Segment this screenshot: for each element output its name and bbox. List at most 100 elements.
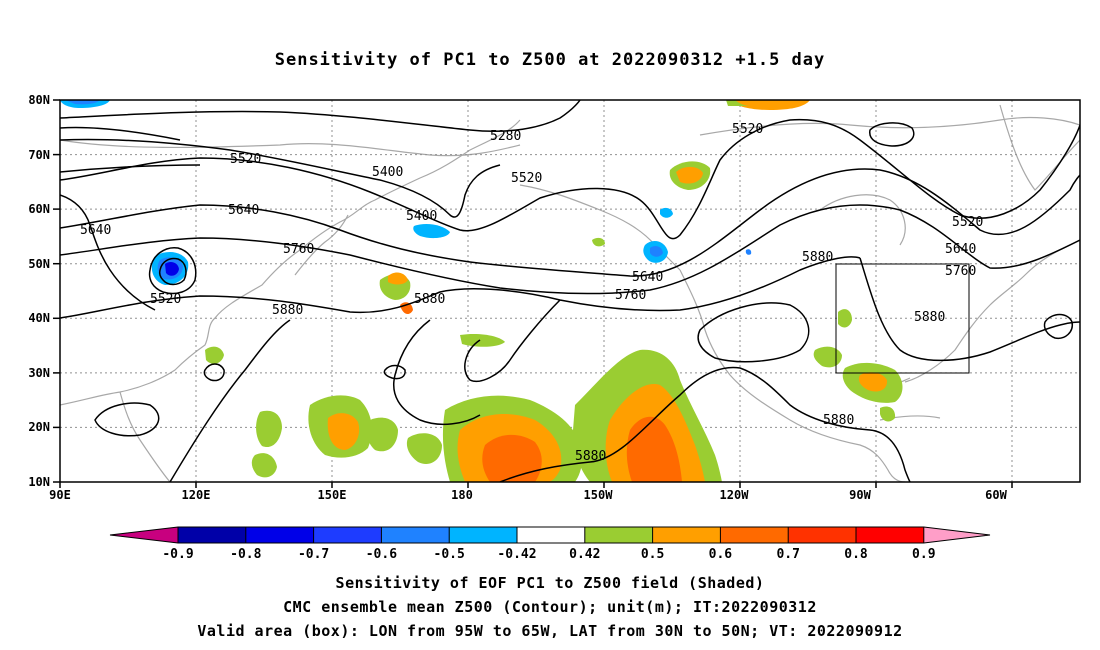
contour-label: 5520 (511, 171, 542, 186)
coastline-siberia (60, 139, 521, 157)
shade-neg-arctic-west-core (65, 100, 100, 105)
contour-5880-ring-china (203, 363, 225, 382)
shade-arctic-north-fringe (726, 100, 750, 106)
shade-east-us-2 (813, 346, 842, 368)
colorbar-label: -0.8 (230, 547, 261, 562)
contour-label: 5760 (615, 288, 646, 303)
lon-label: 150W (584, 488, 614, 502)
colorbar-label: -0.7 (298, 547, 329, 562)
contour-labels: 5280 5400 5400 5520 5520 5520 5520 5520 … (80, 122, 983, 464)
lat-label: 10N (28, 475, 50, 489)
shade-west-pacific-2 (256, 410, 282, 448)
contour-5400-2 (60, 164, 201, 173)
colorbar-segment (652, 527, 721, 543)
contour-label: 5640 (632, 270, 663, 285)
colorbar-segment (381, 527, 450, 543)
colorbar-label: 0.7 (776, 547, 799, 562)
colorbar-label: 0.5 (641, 547, 664, 562)
shade-neg-gulf-small (660, 207, 673, 218)
contour-5640 (60, 168, 1080, 277)
contour-label: 5760 (283, 242, 314, 257)
coastlines (60, 104, 1080, 482)
colorbar-segment (856, 527, 924, 543)
colorbar-segment (313, 527, 382, 543)
contour-trough-west (60, 194, 156, 311)
contour-label: 5640 (80, 223, 111, 238)
coastline-alaska (519, 184, 681, 271)
contour-label: 5880 (802, 250, 833, 265)
colorbar-segment (245, 527, 314, 543)
chart-title: Sensitivity of PC1 to Z500 at 2022090312… (274, 50, 826, 70)
contour-label: 5520 (732, 122, 763, 137)
colorbar: -0.9 -0.8 -0.7 -0.6 -0.5 -0.42 0.42 0.5 … (109, 526, 991, 562)
contour-5760 (60, 204, 1080, 295)
shade-china (205, 346, 224, 364)
colorbar-label: -0.6 (366, 547, 397, 562)
contour-label: 5880 (914, 310, 945, 325)
coastline-hudson (819, 194, 906, 246)
caption-line-3: Valid area (box): LON from 95W to 65W, L… (197, 622, 903, 640)
contour-5400 (60, 138, 501, 218)
contour-low-ring-arctic (869, 122, 915, 147)
coastline-north-america-east (904, 244, 1071, 383)
contour-5880-ring-sea (94, 402, 160, 437)
contour-5880-east (859, 257, 1080, 362)
contour-5880-ring-east (697, 302, 810, 363)
map-frame-border (59, 99, 1081, 483)
shade-alaska-coast (592, 237, 605, 247)
lon-label: 90E (49, 488, 71, 502)
lon-label: 90W (849, 488, 871, 502)
shade-gulf-coast-core (858, 372, 888, 392)
contour-label: 5760 (945, 264, 976, 279)
latitude-labels: 80N 70N 60N 50N 40N 30N 20N 10N (28, 93, 50, 489)
colorbar-segment (788, 527, 856, 543)
z500-contours (60, 100, 1080, 482)
caption-line-2: CMC ensemble mean Z500 (Contour); unit(m… (283, 598, 817, 616)
map-frame-bg (60, 100, 1080, 482)
positive-sensitivity-shading (205, 100, 903, 482)
shade-north-pacific-small-1-core (388, 272, 408, 285)
contour-label: 5520 (230, 152, 261, 167)
contour-label: 5640 (945, 242, 976, 257)
colorbar-labels: -0.9 -0.8 -0.7 -0.6 -0.5 -0.42 0.42 0.5 … (162, 547, 935, 562)
coastline-japan (294, 214, 349, 276)
contour-5280-inner (60, 126, 181, 141)
contour-5880-ring-pacific (383, 364, 406, 380)
contour-label: 5880 (272, 303, 303, 318)
lon-label: 180 (451, 488, 473, 502)
contour-5880-lower (464, 299, 561, 382)
contour-label: 5400 (372, 165, 403, 180)
contour-5880-ring-atlantic (1043, 313, 1074, 340)
contour-label: 5640 (228, 203, 259, 218)
colorbar-label: -0.5 (434, 547, 465, 562)
colorbar-label: 0.42 (569, 547, 600, 562)
contour-5880-subtrop (499, 366, 911, 482)
shade-neg-tiny (745, 249, 752, 255)
lon-label: 120E (182, 488, 211, 502)
contour-5880-pacific-high (393, 319, 481, 426)
shade-dateline-strip (460, 333, 505, 347)
contour-5520 (60, 118, 1080, 240)
shade-neg-alaska-core (650, 245, 663, 257)
shade-neg-siberia-core (165, 261, 179, 276)
contour-label: 5520 (150, 292, 181, 307)
valid-area-box (835, 263, 970, 374)
contour-label: 5880 (575, 449, 606, 464)
lat-label: 60N (28, 202, 50, 216)
coastline-north-america-west (679, 269, 906, 482)
shade-midpacific-patch-2 (406, 433, 442, 465)
caption-line-1: Sensitivity of EOF PC1 to Z500 field (Sh… (335, 574, 765, 592)
colorbar-segment-max (923, 527, 990, 543)
lat-label: 50N (28, 257, 50, 271)
contour-label: 5880 (823, 413, 854, 428)
contour-label: 5520 (952, 215, 983, 230)
contour-low-center-2 (158, 257, 187, 286)
colorbar-segment (584, 527, 653, 543)
colorbar-outline (109, 526, 991, 544)
lat-label: 80N (28, 93, 50, 107)
shade-midpacific-patch (366, 417, 398, 452)
longitude-labels: 90E 120E 150E 180 150W 120W 90W 60W (49, 488, 1007, 502)
shade-arctic-north (730, 100, 810, 110)
colorbar-segment (449, 527, 517, 543)
